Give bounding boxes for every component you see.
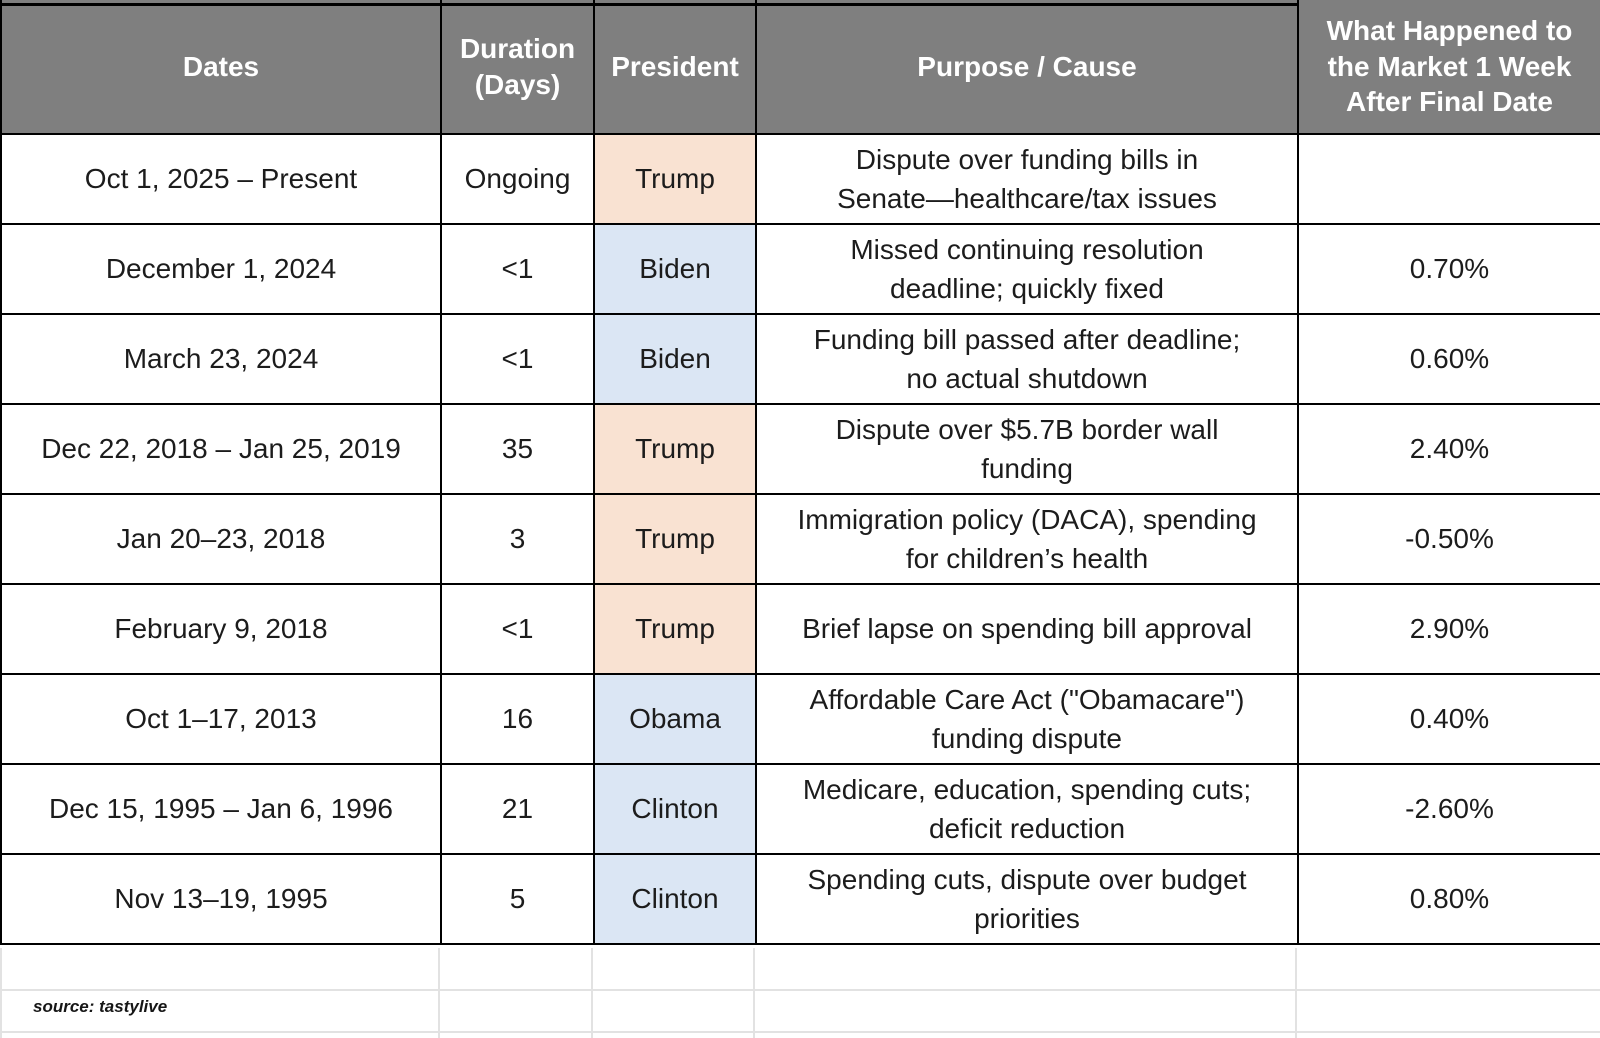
cell-purpose: Medicare, education, spending cuts; defi… [755, 763, 1299, 855]
cell-market [1297, 133, 1600, 225]
cell-dates: December 1, 2024 [0, 223, 442, 315]
source-note: source: tastylive [33, 997, 168, 1016]
cell-purpose: Funding bill passed after deadline; no a… [755, 313, 1299, 405]
cell-purpose: Spending cuts, dispute over budget prior… [755, 853, 1299, 945]
cell-duration: <1 [440, 583, 595, 675]
gridline-vertical [1295, 948, 1297, 1038]
table-row: Nov 13–19, 1995 5 Clinton Spending cuts, di… [0, 853, 1600, 945]
cell-duration: 21 [440, 763, 595, 855]
header-row: Dates Duration (Days) President Purpose … [0, 0, 1600, 135]
column-header-purpose: Purpose / Cause [755, 0, 1299, 135]
cell-president: Trump [593, 133, 757, 225]
cell-duration: 16 [440, 673, 595, 765]
cell-purpose: Brief lapse on spending bill approval [755, 583, 1299, 675]
cell-president: Clinton [593, 853, 757, 945]
cell-dates: Oct 1–17, 2013 [0, 673, 442, 765]
table-row: Jan 20–23, 2018 3 Trump Immigration policy … [0, 493, 1600, 585]
header-top-border-line [0, 3, 1297, 6]
gridline-horizontal [0, 1031, 1600, 1033]
cell-market: 0.40% [1297, 673, 1600, 765]
cell-market: 0.80% [1297, 853, 1600, 945]
gridline-vertical [0, 948, 2, 1038]
cell-duration: 3 [440, 493, 595, 585]
table-row: December 1, 2024 <1 Biden Missed continuing… [0, 223, 1600, 315]
cell-purpose: Dispute over $5.7B border wall funding [755, 403, 1299, 495]
cell-duration: 5 [440, 853, 595, 945]
table-body: Oct 1, 2025 – Present Ongoing Trump Dispute… [0, 133, 1600, 945]
table-row: March 23, 2024 <1 Biden Funding bill passed… [0, 313, 1600, 405]
cell-purpose: Dispute over funding bills in Senate—hea… [755, 133, 1299, 225]
gridline-vertical [438, 948, 440, 1038]
cell-president: Biden [593, 223, 757, 315]
cell-purpose: Immigration policy (DACA), spending for … [755, 493, 1299, 585]
cell-duration: 35 [440, 403, 595, 495]
cell-dates: Jan 20–23, 2018 [0, 493, 442, 585]
cell-market: 2.90% [1297, 583, 1600, 675]
cell-purpose: Missed continuing resolution deadline; q… [755, 223, 1299, 315]
cell-purpose: Affordable Care Act ("Obamacare") fundin… [755, 673, 1299, 765]
spreadsheet-ghost-grid: source: tastylive [0, 948, 1600, 1038]
cell-dates: February 9, 2018 [0, 583, 442, 675]
column-header-president: President [593, 0, 757, 135]
cell-market: 0.70% [1297, 223, 1600, 315]
cell-dates: Nov 13–19, 1995 [0, 853, 442, 945]
table-row: Dec 22, 2018 – Jan 25, 2019 35 Trump Disput… [0, 403, 1600, 495]
column-header-duration: Duration (Days) [440, 0, 595, 135]
table-row: Oct 1–17, 2013 16 Obama Affordable Care Act… [0, 673, 1600, 765]
cell-market: 0.60% [1297, 313, 1600, 405]
cell-president: Trump [593, 583, 757, 675]
cell-president: Obama [593, 673, 757, 765]
table-header: Dates Duration (Days) President Purpose … [0, 0, 1600, 135]
cell-president: Clinton [593, 763, 757, 855]
column-header-market: What Happened to the Market 1 Week After… [1297, 0, 1600, 135]
shutdown-table: Dates Duration (Days) President Purpose … [0, 0, 1600, 945]
cell-dates: March 23, 2024 [0, 313, 442, 405]
cell-dates: Dec 15, 1995 – Jan 6, 1996 [0, 763, 442, 855]
cell-duration: Ongoing [440, 133, 595, 225]
cell-market: -0.50% [1297, 493, 1600, 585]
table-row: Oct 1, 2025 – Present Ongoing Trump Dispute… [0, 133, 1600, 225]
cell-dates: Oct 1, 2025 – Present [0, 133, 442, 225]
table-row: February 9, 2018 <1 Trump Brief lapse on sp… [0, 583, 1600, 675]
cell-market: 2.40% [1297, 403, 1600, 495]
gridline-horizontal [0, 989, 1600, 991]
cell-duration: <1 [440, 313, 595, 405]
gridline-vertical [753, 948, 755, 1038]
cell-duration: <1 [440, 223, 595, 315]
cell-president: Biden [593, 313, 757, 405]
cell-market: -2.60% [1297, 763, 1600, 855]
gridline-vertical [591, 948, 593, 1038]
column-header-dates: Dates [0, 0, 442, 135]
cell-president: Trump [593, 493, 757, 585]
table-row: Dec 15, 1995 – Jan 6, 1996 21 Clinton Medic… [0, 763, 1600, 855]
cell-dates: Dec 22, 2018 – Jan 25, 2019 [0, 403, 442, 495]
cell-president: Trump [593, 403, 757, 495]
